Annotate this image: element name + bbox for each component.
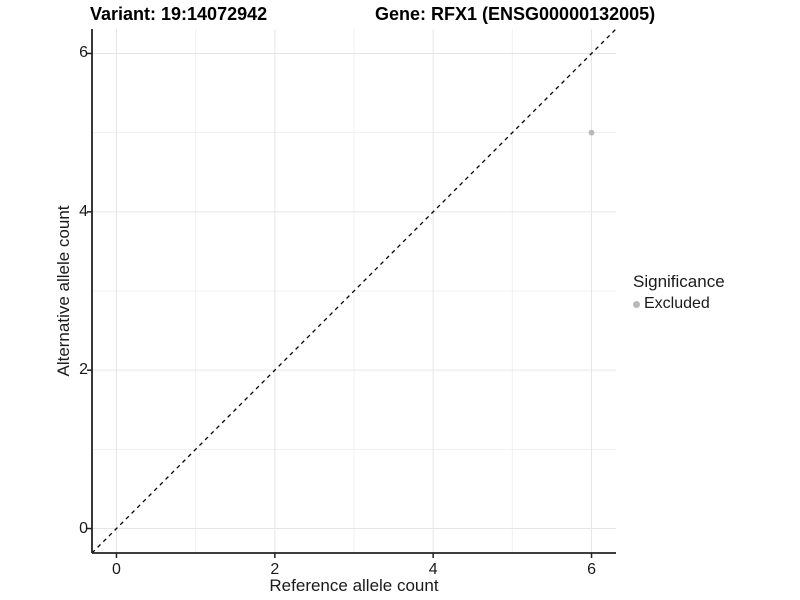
y-tick-label: 2 <box>79 361 88 379</box>
y-tick-label: 4 <box>79 202 88 220</box>
identity-reference-line <box>91 28 617 554</box>
gene-title: Gene: RFX1 (ENSG00000132005) <box>375 4 656 24</box>
legend: Significance Excluded <box>633 272 725 313</box>
y-tick-label: 6 <box>79 44 88 62</box>
y-tick-label: 0 <box>79 519 88 537</box>
x-axis-title: Reference allele count <box>269 576 439 595</box>
variant-title: Variant: 19:14072942 <box>90 4 268 24</box>
legend-item-excluded: Excluded <box>633 295 725 313</box>
y-axis-title: Alternative allele count <box>54 205 73 377</box>
plot-svg <box>87 28 617 558</box>
x-tick-label: 0 <box>112 561 121 578</box>
legend-point-icon <box>633 300 640 308</box>
x-tick-label: 2 <box>270 561 280 578</box>
legend-title: Significance <box>633 272 725 291</box>
legend-item-label: Excluded <box>644 295 710 312</box>
x-tick-label: 6 <box>587 561 596 578</box>
data-point <box>588 129 595 136</box>
plot-panel <box>87 28 617 558</box>
x-tick-label: 4 <box>428 561 438 578</box>
